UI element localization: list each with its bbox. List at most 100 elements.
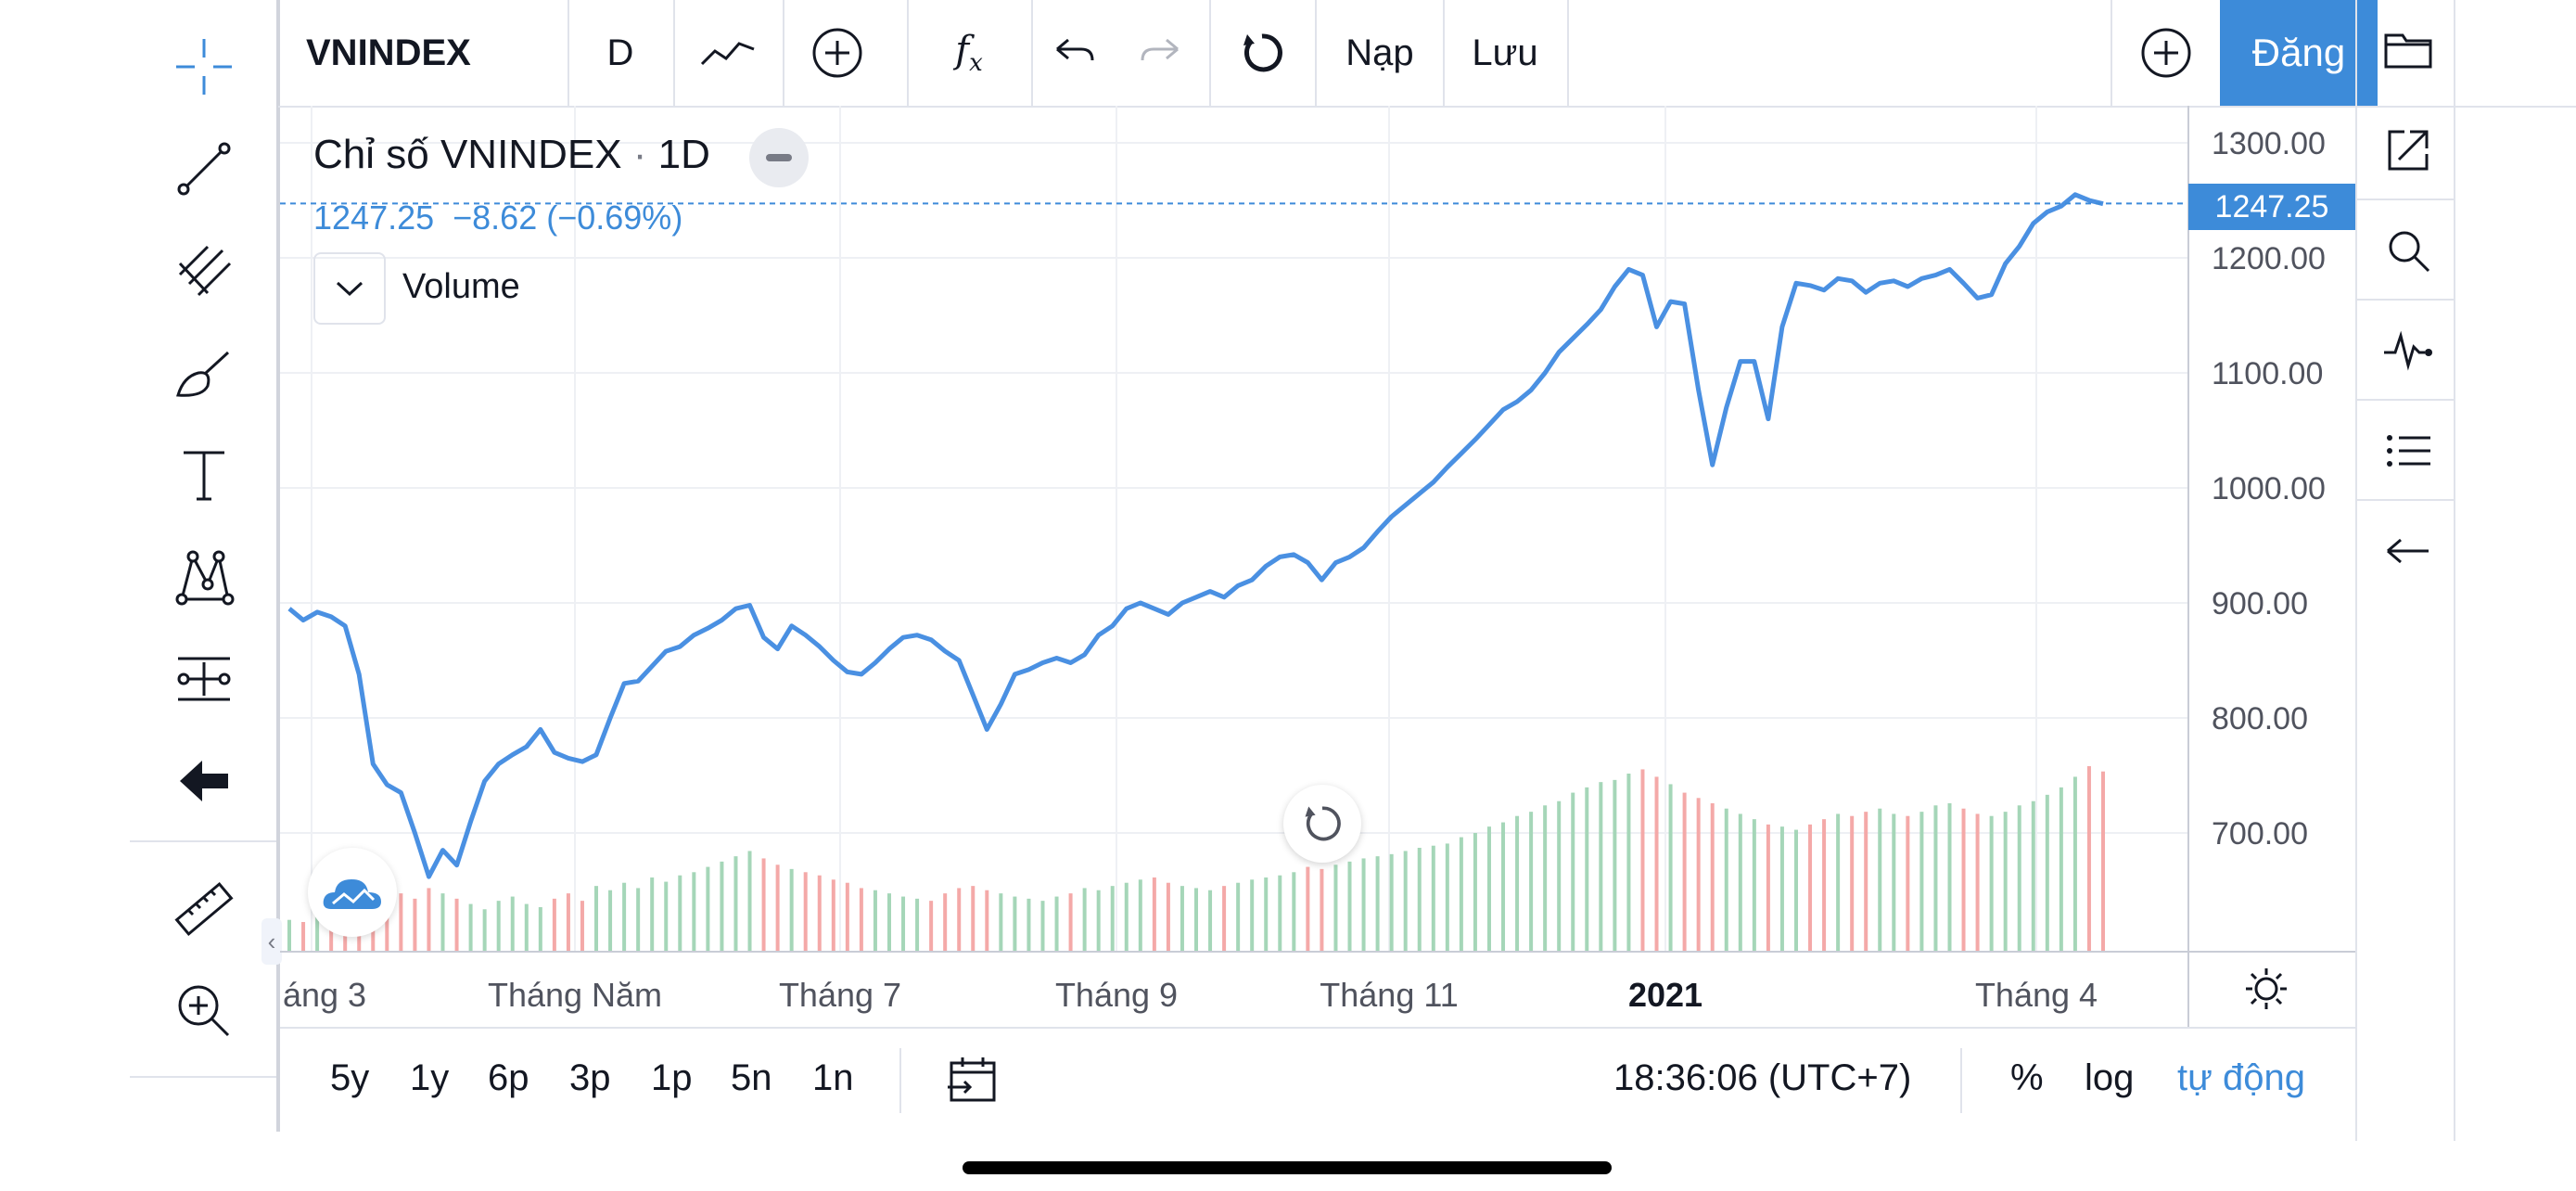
save-layout-button[interactable]: Lưu <box>1445 0 1565 106</box>
range-6m-button[interactable]: 6p <box>488 1057 529 1098</box>
cloud-logo-button[interactable] <box>308 848 397 937</box>
range-3m-button[interactable]: 3p <box>569 1057 611 1098</box>
volume-bar <box>454 898 459 952</box>
volume-bar <box>1766 824 1770 952</box>
zoom-in-icon[interactable] <box>167 974 241 1048</box>
collapse-toolbar-chevron-icon[interactable]: ‹ <box>261 918 282 965</box>
signup-button[interactable]: Đăng <box>2220 0 2378 106</box>
measure-projection-icon[interactable] <box>167 642 241 716</box>
left-toolbar <box>130 0 278 1132</box>
volume-bar <box>817 875 822 952</box>
reset-chart-button[interactable] <box>1211 0 1313 106</box>
log-toggle[interactable]: log <box>2085 1057 2135 1098</box>
volume-bar <box>1152 877 1156 952</box>
volume-bar <box>315 915 320 952</box>
volume-bar <box>1613 779 1617 952</box>
volume-bar <box>1947 803 1952 952</box>
price-chart[interactable] <box>0 0 2355 1048</box>
volume-bar <box>985 890 989 952</box>
volume-bar <box>957 888 962 952</box>
range-1d-button[interactable]: 1n <box>812 1057 854 1098</box>
volume-bar <box>664 881 669 952</box>
watchlist-button[interactable] <box>2357 404 2459 497</box>
undo-button[interactable] <box>1033 0 1116 106</box>
add-button[interactable] <box>2112 0 2220 106</box>
volume-bar <box>1068 893 1073 952</box>
reload-icon <box>1305 806 1341 841</box>
text-tool-icon[interactable] <box>167 438 241 512</box>
trend-line-icon[interactable] <box>167 132 241 206</box>
volume-bar <box>1626 774 1631 952</box>
range-1m-button[interactable]: 1p <box>651 1057 693 1098</box>
volume-bar <box>2101 771 2105 952</box>
chart-type-button[interactable] <box>675 0 781 106</box>
volume-bar <box>1571 792 1575 952</box>
volume-bar <box>720 861 724 952</box>
volume-bar <box>1375 856 1380 952</box>
volume-bar <box>803 872 808 952</box>
time-axis-label: Tháng 7 <box>778 976 902 1014</box>
volume-bar <box>1013 896 1017 952</box>
volume-bar <box>1194 888 1198 952</box>
pattern-icon[interactable] <box>167 540 241 614</box>
volume-bar <box>2045 794 2049 952</box>
reset-view-button[interactable] <box>1283 785 1361 863</box>
crosshair-icon[interactable] <box>167 30 241 104</box>
clock-label[interactable]: 18:36:06 (UTC+7) <box>1613 1057 1912 1098</box>
volume-bar <box>1975 813 1980 952</box>
volume-bar <box>580 901 584 952</box>
interval-label: D <box>606 32 634 73</box>
volume-bar <box>440 893 445 952</box>
volume-bar <box>929 901 934 952</box>
volume-bar <box>1836 813 1841 952</box>
time-axis-label: Tháng 4 <box>1974 976 2098 1014</box>
volume-bar <box>1306 866 1310 952</box>
volume-bar <box>1738 813 1742 952</box>
volume-bar <box>1096 890 1101 952</box>
range-5y-button[interactable]: 5y <box>330 1057 370 1098</box>
range-1y-button[interactable]: 1y <box>410 1057 450 1098</box>
load-layout-button[interactable]: Nạp <box>1317 0 1443 106</box>
legend-symbol: Chỉ số VNINDEX <box>313 132 622 177</box>
volume-bar <box>608 890 613 952</box>
arrow-back-icon[interactable] <box>167 744 241 818</box>
folder-button[interactable] <box>2357 4 2459 96</box>
collapse-panel-button[interactable] <box>2357 505 2459 597</box>
volume-bar <box>1166 882 1170 952</box>
volume-bar <box>510 896 515 952</box>
volume-bar <box>1906 815 1910 952</box>
volume-bar <box>385 901 389 952</box>
minimize-legend-button[interactable] <box>749 128 809 187</box>
volume-bar <box>399 893 403 952</box>
indicators-button[interactable]: fx <box>909 0 1029 106</box>
volume-bar <box>287 919 291 952</box>
volume-bar <box>1878 808 1882 952</box>
volume-bar <box>1501 822 1506 952</box>
signup-label: Đăng <box>2251 31 2346 74</box>
symbol-search-button[interactable]: VNINDEX <box>306 0 566 106</box>
percent-toggle[interactable]: % <box>2010 1057 2044 1098</box>
ruler-icon[interactable] <box>167 872 241 946</box>
settings-button[interactable] <box>2242 965 2290 1018</box>
compare-add-button[interactable] <box>784 0 890 106</box>
auto-scale-toggle[interactable]: tự động <box>2177 1057 2305 1098</box>
range-5d-button[interactable]: 5n <box>731 1057 772 1098</box>
volume-bar <box>1445 843 1449 952</box>
brush-icon[interactable] <box>167 336 241 410</box>
volume-bar <box>1403 851 1408 952</box>
volume-bar <box>971 886 976 952</box>
toggle-volume-button[interactable] <box>313 252 386 325</box>
volume-bar <box>886 893 891 952</box>
interval-button[interactable]: D <box>569 0 671 106</box>
volume-bar <box>1459 837 1463 952</box>
pitchfork-icon[interactable] <box>167 234 241 308</box>
search-button[interactable] <box>2357 204 2459 297</box>
redo-button[interactable] <box>1118 0 1202 106</box>
volume-bar <box>496 901 501 952</box>
volume-bar <box>747 851 752 952</box>
volume-bar <box>873 890 877 952</box>
open-external-button[interactable] <box>2357 104 2459 197</box>
volume-bar <box>859 888 863 952</box>
go-to-date-button[interactable] <box>946 1056 1000 1112</box>
data-window-button[interactable] <box>2357 304 2459 397</box>
